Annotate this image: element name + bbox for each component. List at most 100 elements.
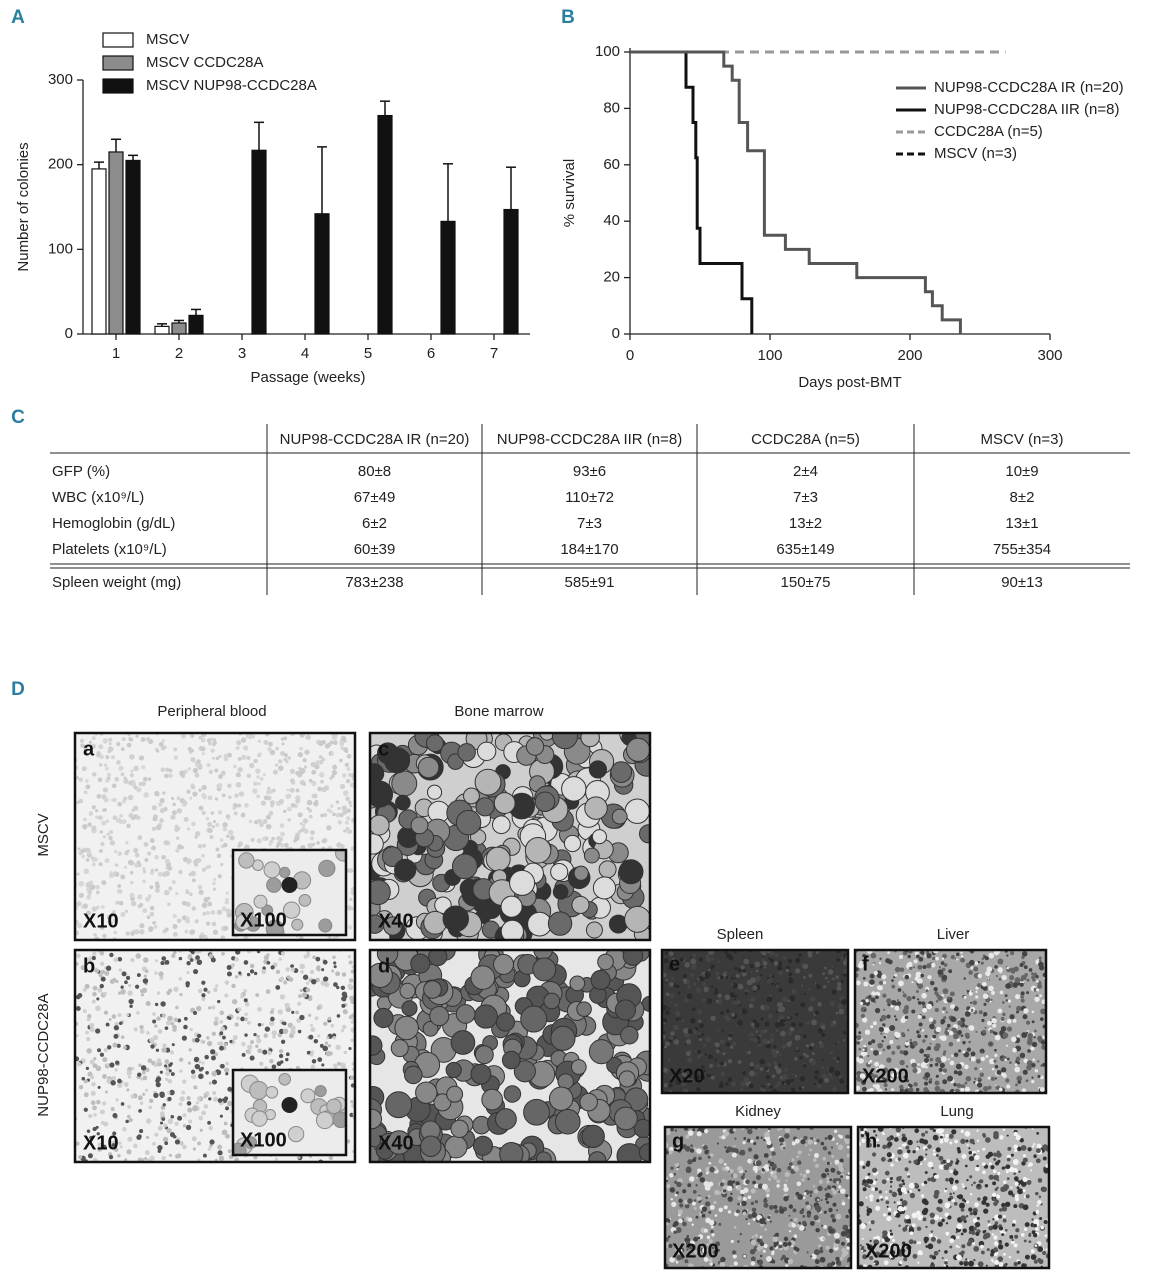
cell <box>756 1246 762 1252</box>
cell <box>201 902 208 909</box>
cell <box>1020 977 1024 982</box>
cell <box>315 956 321 962</box>
magnification: X100 <box>240 1129 287 1151</box>
cell <box>838 1162 843 1168</box>
cell <box>838 1008 845 1015</box>
bar <box>440 220 456 335</box>
legend-label: NUP98-CCDC28A IR (n=20) <box>934 79 1124 96</box>
cell <box>172 1134 177 1139</box>
cell <box>752 985 758 991</box>
cell <box>867 995 872 999</box>
cell <box>105 755 110 760</box>
cell <box>920 1194 925 1198</box>
cell <box>940 1018 946 1024</box>
cell <box>676 1168 679 1171</box>
cell <box>626 737 650 762</box>
cell <box>154 1132 159 1137</box>
cell <box>960 1250 965 1255</box>
cell <box>133 765 139 772</box>
cell <box>960 951 963 954</box>
cell <box>82 823 88 830</box>
cell <box>255 768 261 774</box>
cell <box>126 823 131 829</box>
cell <box>121 819 127 825</box>
cell <box>819 1256 826 1263</box>
cell <box>992 1260 995 1263</box>
cell <box>580 733 600 748</box>
cell <box>716 1028 720 1032</box>
cell <box>958 1049 962 1053</box>
cell <box>921 1029 925 1032</box>
cell <box>929 1212 935 1218</box>
cell <box>90 1075 95 1080</box>
cell <box>255 993 260 997</box>
cell <box>723 1189 727 1193</box>
cell <box>904 974 910 980</box>
cell <box>200 746 206 752</box>
cell <box>383 916 403 936</box>
column-header: NUP98-CCDC28A IR (n=20) <box>280 431 470 448</box>
cell <box>685 1241 691 1246</box>
cell <box>200 1039 205 1044</box>
cell <box>93 1057 97 1061</box>
cell <box>167 1096 172 1102</box>
cell <box>271 1064 277 1070</box>
cell <box>783 1183 787 1188</box>
cell <box>925 1148 928 1151</box>
cell <box>548 1086 574 1111</box>
cell <box>860 1160 864 1165</box>
cell <box>385 1091 413 1119</box>
cell <box>86 1036 91 1042</box>
x-tick-label: 1 <box>112 345 120 362</box>
cell <box>915 990 919 994</box>
table-cell: 10±9 <box>1005 463 1038 480</box>
cell <box>172 931 178 937</box>
cell <box>212 743 216 747</box>
cell <box>929 1077 933 1082</box>
cell <box>1005 999 1009 1002</box>
cell <box>450 1119 469 1138</box>
cell <box>725 975 729 979</box>
cell <box>667 1235 671 1239</box>
cell <box>306 799 313 806</box>
cell <box>333 961 337 965</box>
cell <box>280 951 286 956</box>
cell <box>684 1043 687 1046</box>
cell <box>722 1184 729 1191</box>
cell <box>260 1022 265 1027</box>
cell <box>332 764 338 770</box>
cell <box>824 1197 828 1201</box>
cell <box>817 1185 823 1192</box>
cell <box>244 1136 258 1149</box>
cell <box>308 1013 312 1017</box>
cell <box>1034 996 1040 1002</box>
cell <box>197 1141 202 1146</box>
cell <box>116 1043 121 1048</box>
cell <box>269 749 276 756</box>
cell <box>394 1015 419 1041</box>
cell <box>772 1236 779 1243</box>
cell <box>476 741 497 761</box>
row-label: Platelets (x10⁹/L) <box>52 541 167 558</box>
cell <box>1014 977 1021 984</box>
cell <box>846 1153 851 1158</box>
cell <box>295 1065 300 1070</box>
cell <box>699 1023 705 1029</box>
cell <box>420 1135 442 1157</box>
cell <box>889 1253 894 1258</box>
cell <box>724 971 727 974</box>
cell <box>349 782 355 788</box>
cell <box>269 839 274 844</box>
cell <box>164 1141 169 1146</box>
cell <box>964 1086 971 1093</box>
cell <box>968 1260 975 1267</box>
cell <box>993 1174 999 1181</box>
cell <box>773 1045 777 1049</box>
cell <box>673 1024 679 1031</box>
cell <box>1031 1062 1036 1068</box>
cell <box>881 1039 884 1043</box>
cell <box>673 1039 680 1045</box>
cell <box>673 1220 679 1227</box>
cell <box>340 1062 346 1068</box>
cell <box>725 1149 729 1154</box>
